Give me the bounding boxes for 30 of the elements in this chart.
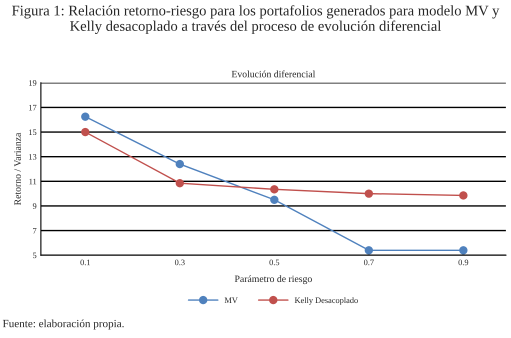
legend-label: Kelly Desacoplado bbox=[294, 297, 358, 305]
y-tick-label: 7 bbox=[33, 228, 36, 234]
x-tick-label: 0.9 bbox=[458, 260, 468, 266]
y-tick-label: 19 bbox=[29, 80, 36, 86]
y-tick-label: 17 bbox=[29, 104, 36, 110]
point bbox=[176, 160, 184, 168]
y-tick-label: 11 bbox=[29, 178, 36, 184]
point bbox=[364, 246, 374, 254]
point bbox=[459, 191, 468, 200]
source-note: Fuente: elaboración propia. bbox=[2, 319, 124, 330]
chart-subtitle: Evolución diferencial bbox=[232, 70, 316, 78]
x-tick-label: 0.7 bbox=[364, 260, 374, 266]
point bbox=[81, 112, 90, 121]
point bbox=[459, 246, 468, 254]
point bbox=[364, 189, 374, 198]
x-axis-title: Parámetro de riesgo bbox=[234, 275, 312, 284]
x-tick-label: 0.5 bbox=[269, 260, 280, 266]
x-tick-label: 0.3 bbox=[174, 260, 185, 266]
point bbox=[270, 196, 278, 204]
chart-title: Figura 1: Relación retorno-riesgo para los portafolios generados para modelo MV y Kelly desacoplado a través del proceso de evolución diferencial bbox=[12, 5, 500, 34]
point bbox=[270, 185, 278, 194]
point bbox=[81, 128, 90, 136]
y-tick-label: 9 bbox=[32, 203, 36, 209]
point bbox=[176, 178, 184, 188]
x-tick-label: 0.1 bbox=[80, 260, 90, 266]
y-tick-label: 13 bbox=[29, 154, 36, 160]
y-axis-title: Retorno / Varianza bbox=[14, 132, 21, 206]
legend-label: MV bbox=[224, 298, 238, 304]
y-tick-label: 15 bbox=[29, 129, 36, 136]
y-tick-label: 5 bbox=[33, 252, 36, 258]
